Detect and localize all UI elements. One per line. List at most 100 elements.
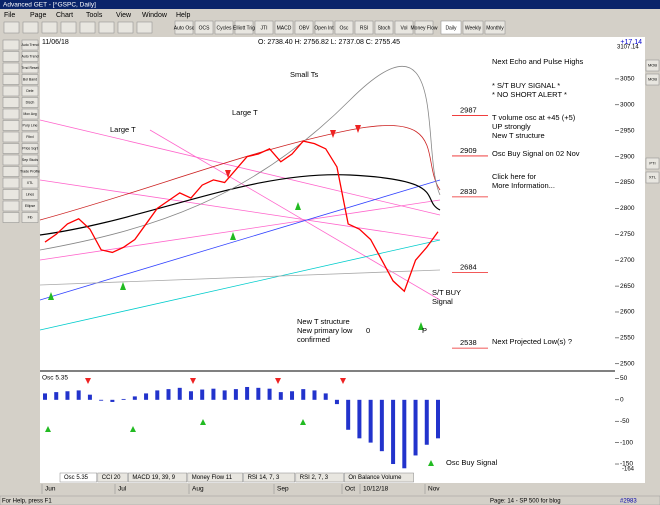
- indicator-tab[interactable]: [187, 472, 243, 483]
- tool-label: XTL: [27, 181, 33, 185]
- tool-button[interactable]: [21, 108, 39, 120]
- tool-button[interactable]: [21, 51, 39, 62]
- tool-button[interactable]: [645, 73, 660, 86]
- menu-item[interactable]: Help: [176, 12, 191, 19]
- tab-label: Osc 5.35: [64, 475, 89, 481]
- link[interactable]: Click here for: [492, 172, 537, 181]
- toolbar-button[interactable]: [194, 20, 214, 35]
- toolbar-button[interactable]: [314, 20, 334, 35]
- indicator-tab[interactable]: [97, 472, 128, 483]
- link[interactable]: More Information...: [492, 181, 555, 190]
- tool-button[interactable]: [21, 166, 39, 177]
- toolbar-icon[interactable]: [117, 21, 134, 34]
- tool-icon[interactable]: [2, 108, 20, 120]
- y-tick-label: 2700: [620, 257, 635, 264]
- toolbar-button[interactable]: [254, 20, 274, 35]
- tool-button[interactable]: [21, 154, 39, 166]
- tool-button[interactable]: [21, 85, 39, 97]
- toolbar-button[interactable]: [354, 20, 374, 35]
- tool-label: Trade Profile: [20, 169, 40, 173]
- tool-icon[interactable]: [2, 97, 20, 108]
- toolbar-label: RSI: [360, 25, 368, 31]
- y-tick-label: -50: [620, 418, 630, 425]
- tool-button[interactable]: [21, 143, 39, 154]
- toolbar-button[interactable]: [414, 20, 434, 35]
- toolbar-button[interactable]: [334, 20, 354, 35]
- indicator-tab[interactable]: [128, 472, 188, 483]
- toolbar-label: OCS: [199, 25, 211, 31]
- tool-icon[interactable]: [2, 120, 20, 131]
- menu-item[interactable]: Window: [142, 12, 168, 19]
- period-button[interactable]: [484, 20, 506, 35]
- indicator-tab[interactable]: [243, 472, 296, 483]
- menu-item[interactable]: Tools: [86, 12, 103, 19]
- y-tick-label: 2550: [620, 335, 635, 342]
- tool-button[interactable]: [645, 157, 660, 170]
- tool-button[interactable]: [645, 171, 660, 184]
- toolbar-icon[interactable]: [60, 21, 77, 34]
- indicator-tab[interactable]: [344, 472, 414, 483]
- annotation: Next Projected Low(s) ?: [492, 337, 572, 346]
- tool-button[interactable]: [21, 200, 39, 212]
- tool-icon[interactable]: [2, 189, 20, 200]
- osc-bar: [76, 390, 81, 400]
- toolbar-button[interactable]: [214, 20, 234, 35]
- window-title: Advanced GET - [^GSPC, Daily]: [3, 2, 96, 9]
- chart-bg: [40, 37, 615, 483]
- tool-icon[interactable]: [2, 212, 20, 223]
- tool-icon[interactable]: [2, 166, 20, 177]
- toolbar-button[interactable]: [394, 20, 414, 35]
- indicator-tab[interactable]: [59, 472, 98, 483]
- toolbar-button[interactable]: [274, 20, 294, 35]
- osc-bar: [323, 393, 328, 400]
- toolbar-icon[interactable]: [3, 21, 20, 34]
- y-tick-label: 2950: [620, 127, 635, 134]
- toolbar-icon[interactable]: [136, 21, 153, 34]
- toolbar-button[interactable]: [234, 20, 254, 35]
- tool-icon[interactable]: [2, 62, 20, 74]
- toolbar-button[interactable]: [374, 20, 394, 35]
- osc-bar: [267, 388, 272, 400]
- tool-icon[interactable]: [2, 177, 20, 189]
- period-label: Weekly: [465, 25, 482, 31]
- indicator-tab[interactable]: [295, 472, 344, 483]
- menu-item[interactable]: Page: [30, 12, 46, 19]
- tool-button[interactable]: [21, 39, 39, 51]
- tool-icon[interactable]: [2, 85, 20, 97]
- tool-icon[interactable]: [2, 143, 20, 154]
- osc-bar: [132, 396, 137, 400]
- tool-button[interactable]: [21, 212, 39, 223]
- menu-item[interactable]: Chart: [56, 12, 73, 19]
- tool-button[interactable]: [21, 189, 39, 200]
- toolbar-icon[interactable]: [41, 21, 58, 34]
- osc-bar: [166, 389, 171, 400]
- tool-button[interactable]: [21, 62, 39, 74]
- tool-button[interactable]: [21, 131, 39, 143]
- period-button[interactable]: [462, 20, 484, 35]
- tool-button[interactable]: [21, 120, 39, 131]
- tool-icon[interactable]: [2, 74, 20, 85]
- y-tick-label: 2850: [620, 179, 635, 186]
- menu-item[interactable]: File: [4, 12, 15, 19]
- toolbar-icon[interactable]: [22, 21, 39, 34]
- menu-item[interactable]: View: [116, 12, 132, 19]
- osc-bar: [312, 390, 317, 400]
- tool-icon[interactable]: [2, 200, 20, 212]
- tool-icon[interactable]: [2, 154, 20, 166]
- toolbar-icon[interactable]: [98, 21, 115, 34]
- toolbar-icon[interactable]: [79, 21, 96, 34]
- date-label: Jun: [45, 486, 56, 493]
- toolbar-button[interactable]: [174, 20, 194, 35]
- tool-icon[interactable]: [2, 39, 20, 51]
- tool-button[interactable]: [21, 177, 39, 189]
- tool-button[interactable]: [21, 74, 39, 85]
- tool-button[interactable]: [21, 97, 39, 108]
- annotation: S/T BUY: [432, 288, 461, 297]
- period-button[interactable]: [440, 20, 462, 35]
- tool-icon[interactable]: [2, 51, 20, 62]
- tool-icon[interactable]: [2, 131, 20, 143]
- toolbar-button[interactable]: [294, 20, 314, 35]
- toolbar-label: Open Int: [314, 25, 334, 31]
- tool-label: Disch: [26, 100, 35, 104]
- tool-button[interactable]: [645, 59, 660, 72]
